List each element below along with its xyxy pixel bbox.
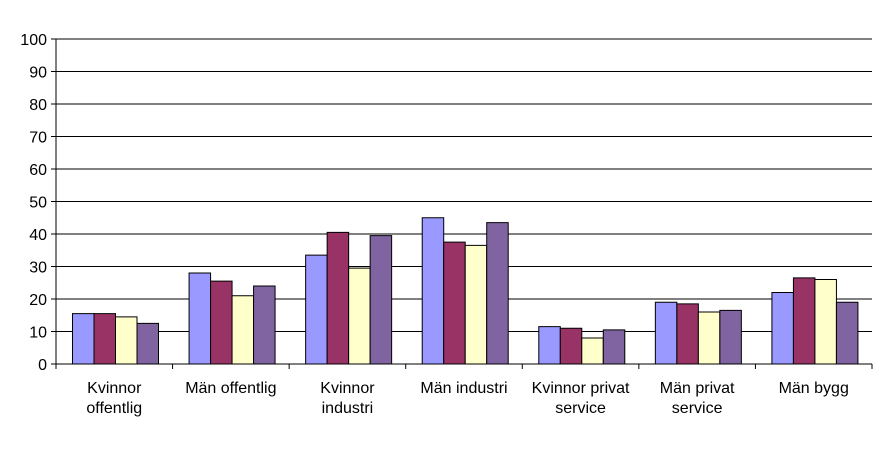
x-category-label-5: Kvinnor privat service xyxy=(532,380,630,417)
x-category-label-line: Kvinnor privat xyxy=(532,380,630,397)
x-category-label-line: Män privat xyxy=(660,380,735,397)
bar-s4-c5 xyxy=(602,329,626,365)
bar-s3-c7 xyxy=(814,279,837,365)
x-category-label-3: Kvinnor industri xyxy=(320,380,375,417)
bar-s1-c3 xyxy=(305,254,328,365)
x-category-label-line: Kvinnor xyxy=(87,380,142,397)
bar-s4-c1 xyxy=(136,322,159,365)
bar-s1-c6 xyxy=(654,301,678,365)
y-tick-label-100: 100 xyxy=(20,32,47,49)
x-category-label-line: industri xyxy=(322,400,374,417)
x-category-label-6: Män privat service xyxy=(660,380,735,417)
bar-s4-c6 xyxy=(719,309,742,365)
y-tick-label-90: 90 xyxy=(29,65,47,82)
bar-s3-c4 xyxy=(464,244,488,365)
x-category-label-line: Män industri xyxy=(420,380,507,397)
axes xyxy=(51,38,873,369)
x-category-label-line: offentlig xyxy=(86,400,142,417)
bar-s2-c3 xyxy=(326,231,350,365)
y-tick-labels: 0 10 20 30 40 50 60 70 80 90 100 xyxy=(20,32,47,374)
bar-s3-c6 xyxy=(697,311,721,365)
bar-s1-c2 xyxy=(188,272,212,365)
bar-s2-c4 xyxy=(443,241,466,365)
y-tick-label-30: 30 xyxy=(29,260,47,277)
bar-s3-c5 xyxy=(581,337,604,365)
y-tick-label-40: 40 xyxy=(29,227,47,244)
bar-s4-c3 xyxy=(369,235,393,365)
y-tick-label-70: 70 xyxy=(29,130,47,147)
x-category-label-line: Män offentlig xyxy=(185,380,276,397)
bar-s2-c1 xyxy=(93,313,116,365)
bar-s4-c4 xyxy=(486,222,509,365)
bar-s4-c2 xyxy=(253,285,276,365)
x-category-label-line: service xyxy=(672,400,723,417)
x-category-label-1: Kvinnor offentlig xyxy=(86,380,142,417)
bar-s3-c3 xyxy=(348,267,371,365)
y-tick-label-10: 10 xyxy=(29,325,47,342)
y-tick-label-20: 20 xyxy=(29,292,47,309)
bar-s3-c2 xyxy=(231,295,255,365)
x-category-label-line: service xyxy=(555,400,606,417)
y-tick-label-60: 60 xyxy=(29,162,47,179)
bar-s1-c1 xyxy=(72,313,95,365)
bar-s2-c2 xyxy=(210,280,233,365)
x-category-labels: Kvinnor offentlig Män offentlig Kvinnor indu… xyxy=(86,380,848,417)
bar-s4-c7 xyxy=(835,301,859,365)
bar-s1-c7 xyxy=(771,292,794,365)
x-category-label-7: Män bygg xyxy=(779,380,849,397)
x-category-label-line: Män bygg xyxy=(779,380,849,397)
bar-s1-c4 xyxy=(421,217,445,365)
x-category-label-line: Kvinnor xyxy=(320,380,375,397)
bars xyxy=(72,217,859,365)
bar-s2-c6 xyxy=(676,303,699,365)
bar-s2-c5 xyxy=(559,327,583,365)
x-category-label-4: Män industri xyxy=(420,380,507,397)
x-category-label-2: Män offentlig xyxy=(185,380,276,397)
y-tick-label-50: 50 xyxy=(29,195,47,212)
bar-s1-c5 xyxy=(538,326,561,365)
y-tick-label-80: 80 xyxy=(29,97,47,114)
y-tick-label-0: 0 xyxy=(38,357,47,374)
bar-s2-c7 xyxy=(792,277,816,365)
bar-s3-c1 xyxy=(115,316,138,365)
